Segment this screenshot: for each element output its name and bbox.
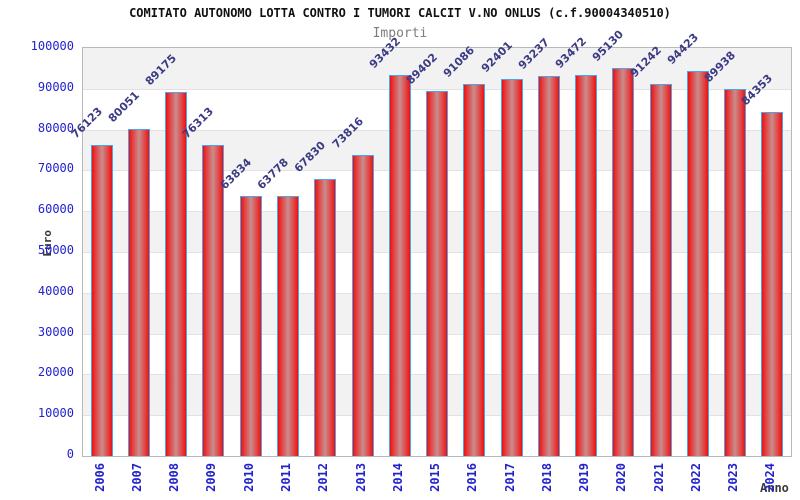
- bar-2015: [426, 91, 448, 456]
- bar-2024: [761, 111, 784, 456]
- x-tick-label: 2019: [577, 463, 592, 492]
- y-tick-label: 90000: [37, 79, 74, 94]
- grid-band: [83, 48, 791, 89]
- bar-2019: [575, 74, 598, 456]
- chart-title: COMITATO AUTONOMO LOTTA CONTRO I TUMORI …: [129, 6, 671, 20]
- y-tick-label: 30000: [37, 324, 74, 339]
- chart-subtitle: Importi: [372, 26, 428, 41]
- bar-2011: [276, 195, 299, 456]
- y-tick-label: 10000: [37, 406, 74, 421]
- plot-area: 76123 80051 89175 76313 63834 63778 67830 73816…: [68, 28, 792, 457]
- bar-2017: [500, 79, 523, 456]
- bar-2007: [127, 129, 150, 456]
- x-tick-label: 2006: [92, 463, 107, 492]
- x-tick-label: 2014: [390, 463, 405, 492]
- bar-2009: [202, 144, 225, 456]
- y-tick-label: 60000: [37, 202, 74, 217]
- y-tick-label: 20000: [37, 365, 74, 380]
- x-tick-label: 2013: [353, 463, 368, 492]
- bar-2018: [537, 75, 560, 456]
- y-tick-label: 50000: [37, 243, 74, 257]
- x-tick-label: 2015: [428, 463, 442, 492]
- x-tick-label: 2007: [129, 463, 144, 492]
- bar-2012: [314, 179, 337, 456]
- x-tick-label: 2011: [278, 463, 293, 492]
- bar-2023: [724, 89, 747, 456]
- bar-2010: [239, 195, 262, 456]
- x-axis-title: Anno: [760, 481, 789, 495]
- x-tick-label: 2016: [465, 463, 480, 492]
- y-tick-label: 80000: [37, 120, 74, 135]
- bar-2014: [388, 74, 411, 456]
- x-tick-label: 2024: [763, 463, 778, 492]
- bar-2021: [649, 83, 672, 456]
- x-tick-label: 2008: [167, 463, 182, 492]
- x-tick-label: 2017: [502, 463, 517, 492]
- y-tick-label: 0: [66, 447, 74, 461]
- x-tick-label: 2022: [688, 463, 703, 492]
- x-tick-label: 2021: [651, 463, 666, 492]
- bar-2013: [351, 154, 374, 456]
- bar-2016: [463, 84, 486, 456]
- y-tick-label: 70000: [37, 161, 74, 176]
- x-tick-label: 2020: [614, 463, 629, 492]
- x-tick-label: 2012: [316, 463, 331, 492]
- x-tick-label: 2009: [204, 463, 219, 492]
- y-tick-label: 100000: [30, 39, 74, 53]
- x-tick-label: 2010: [241, 463, 256, 492]
- bar-2008: [165, 92, 188, 456]
- x-tick-label: 2023: [726, 463, 741, 492]
- bar-2020: [612, 67, 635, 456]
- x-tick-label: 2018: [539, 463, 554, 492]
- bar-2022: [686, 70, 709, 456]
- y-tick-label: 40000: [37, 283, 74, 298]
- gridline: [83, 88, 791, 90]
- bar-2006: [90, 145, 113, 456]
